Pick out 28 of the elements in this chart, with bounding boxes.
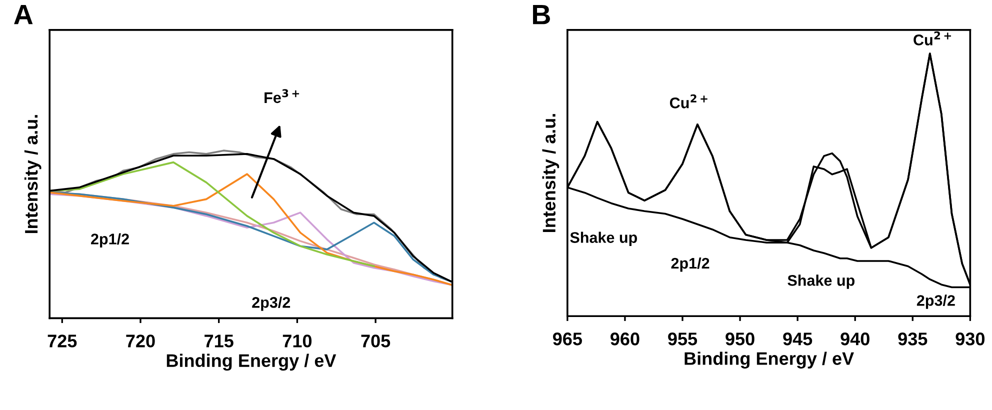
chart-title: A <box>14 5 33 24</box>
x-tick-label: 725 <box>48 334 77 348</box>
x-tick-label: 705 <box>361 334 390 348</box>
y-axis-title: Intensity / a.u. <box>24 115 42 234</box>
x-tick-label: 940 <box>840 332 870 346</box>
annotation: 2p1/2 <box>91 233 129 248</box>
x-tick-label: 935 <box>898 332 928 346</box>
text: Cu$^{2+}$ <box>914 31 952 46</box>
x-tick-label: 930 <box>956 332 984 346</box>
annotation: Shake up <box>570 232 638 246</box>
x-tick-label: 950 <box>726 332 754 346</box>
x-tick-label: 960 <box>610 332 640 346</box>
x-axis-title: Binding Energy / eV <box>166 354 336 371</box>
chart-title: B <box>533 5 550 24</box>
annotation: Shake up <box>788 274 854 289</box>
x-tick-label: 945 <box>783 332 812 346</box>
annotation: 2p3/2 <box>252 296 290 311</box>
x-tick-label: 965 <box>552 332 582 346</box>
y-axis-title: Intensity / a.u. <box>542 114 560 232</box>
x-tick-label: 715 <box>204 334 234 348</box>
annotation: 2p3/2 <box>916 294 955 309</box>
x-tick-label: 720 <box>126 334 155 348</box>
text: Fe$^{3+}$ <box>264 89 300 104</box>
annotation: 2p1/2 <box>671 257 710 272</box>
x-axis-title: Binding Energy / eV <box>684 352 854 369</box>
x-tick-label: 710 <box>282 334 312 348</box>
annotation: Cu$^{2+}$ <box>670 94 708 108</box>
x-tick-label: 955 <box>668 332 698 346</box>
